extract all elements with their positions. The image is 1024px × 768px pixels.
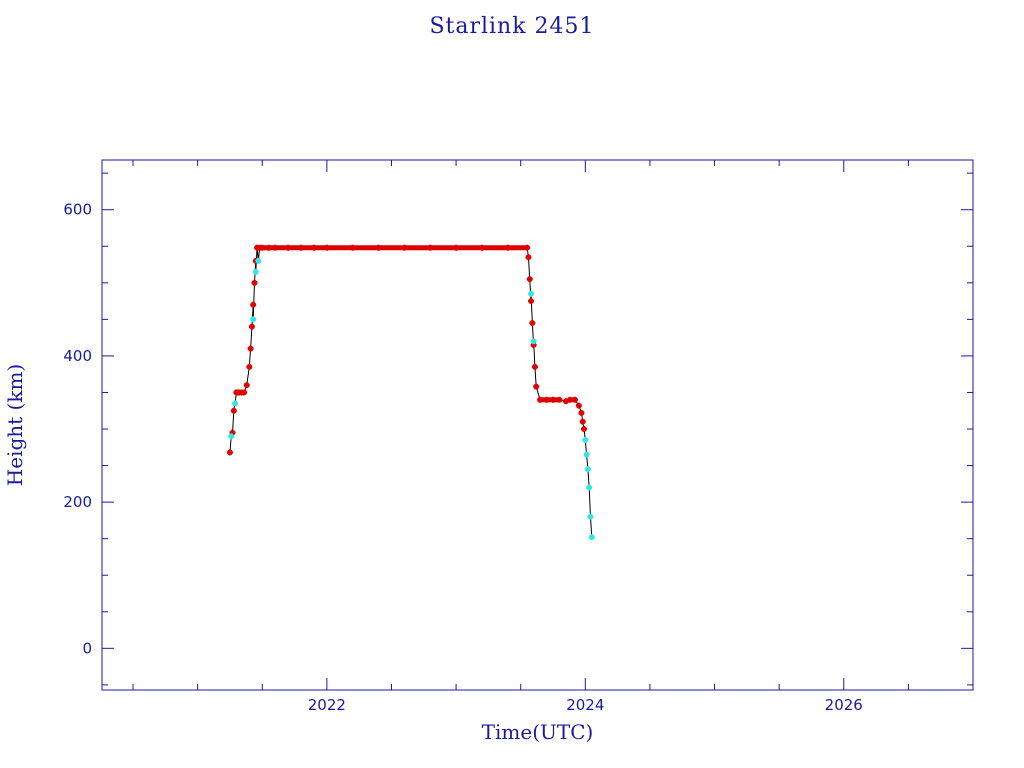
data-point xyxy=(232,400,239,407)
data-point xyxy=(246,363,253,370)
data-point xyxy=(583,451,590,458)
x-tick-label: 2024 xyxy=(566,696,604,714)
y-tick-label: 200 xyxy=(63,493,92,511)
x-axis-label: Time(UTC) xyxy=(482,720,594,744)
data-point xyxy=(248,323,255,330)
data-point xyxy=(530,338,537,345)
data-point xyxy=(579,418,586,425)
data-point xyxy=(230,407,237,414)
data-point xyxy=(247,345,254,352)
chart-title: Starlink 2451 xyxy=(429,14,595,39)
data-point xyxy=(575,402,582,409)
data-point xyxy=(243,382,250,389)
data-point xyxy=(578,409,585,416)
data-point xyxy=(226,449,233,456)
data-point xyxy=(252,268,259,275)
data-point xyxy=(528,290,535,297)
x-tick-label: 2022 xyxy=(308,696,346,714)
trace-line xyxy=(229,247,593,538)
data-point xyxy=(529,320,536,327)
data-point xyxy=(533,383,540,390)
plot-frame xyxy=(101,159,974,691)
axis-ticks xyxy=(102,160,974,690)
y-tick-label: 0 xyxy=(82,639,92,657)
data-point xyxy=(255,257,262,264)
y-tick-label: 400 xyxy=(63,347,92,365)
data-point xyxy=(526,276,533,283)
data-point xyxy=(528,298,535,305)
dense-plateau xyxy=(236,245,575,403)
x-tick-label: 2026 xyxy=(825,696,863,714)
y-tick-label: 600 xyxy=(63,201,92,219)
data-point xyxy=(586,484,593,491)
data-point xyxy=(584,466,591,473)
data-point xyxy=(525,254,532,261)
data-point xyxy=(250,316,257,323)
y-axis-label: Height (km) xyxy=(3,364,27,486)
data-point xyxy=(581,426,588,433)
trace-polyline xyxy=(229,247,593,538)
data-point xyxy=(531,363,538,370)
data-point xyxy=(228,433,235,440)
data-points xyxy=(226,244,595,541)
data-point xyxy=(588,534,595,541)
data-point xyxy=(250,301,257,308)
data-point xyxy=(587,513,594,520)
tick-labels: 2022 2024 2026 0 200 400 600 xyxy=(63,201,863,714)
data-point xyxy=(582,436,589,443)
data-point xyxy=(251,279,258,286)
